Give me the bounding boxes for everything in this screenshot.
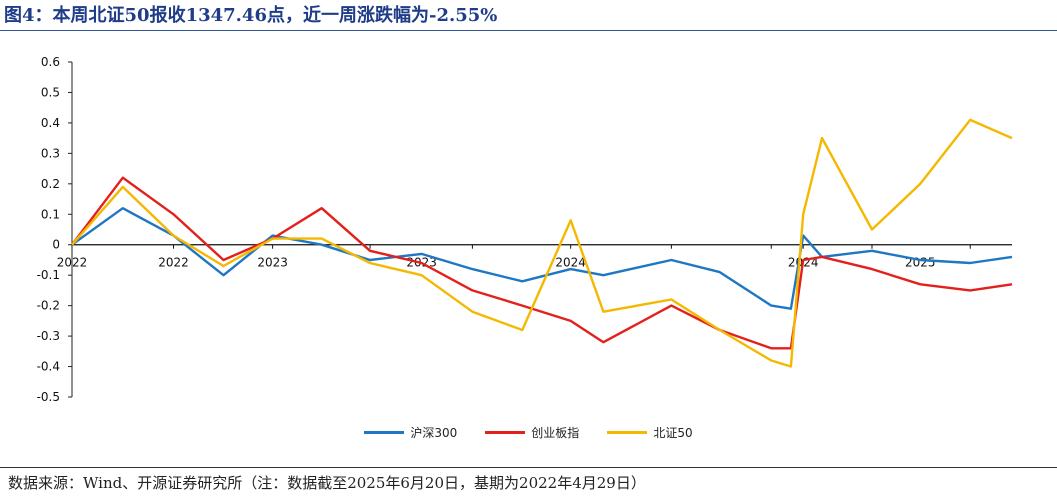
legend-label: 北证50 [653, 425, 693, 440]
y-axis: -0.5 -0.4 -0.3 -0.2 -0.1 0 0.1 0.2 0.3 0.4 0.5 0.6 [37, 55, 73, 404]
y-tick-label: 0.2 [41, 177, 60, 191]
series-line-2 [71, 118, 1013, 368]
y-tick-label: 0.3 [41, 146, 60, 160]
x-tick-label: 2023 [257, 256, 288, 270]
y-tick-label: -0.5 [37, 390, 60, 404]
y-tick-label: 0.5 [41, 85, 60, 99]
y-tick-label: -0.3 [37, 329, 60, 343]
x-tick-label: 2024 [555, 256, 586, 270]
title-divider [0, 30, 1057, 31]
y-tick-label: -0.4 [37, 360, 60, 374]
y-tick-label: 0 [52, 238, 60, 252]
chart-legend: 沪深300 创业板指 北证50 [0, 420, 1057, 444]
data-source-note: 数据来源：Wind、开源证券研究所（注：数据截至2025年6月20日，基期为20… [8, 474, 646, 492]
chart-title: 图4：本周北证50报收1347.46点，近一周涨跌幅为-2.55% [4, 5, 498, 26]
series-line-0 [71, 207, 1013, 310]
legend-item-1: 创业板指 [485, 424, 579, 441]
y-tick-label: 0.6 [41, 55, 60, 69]
legend-swatch [485, 430, 526, 434]
legend-label: 沪深300 [410, 425, 458, 440]
legend-item-2: 北证50 [607, 424, 693, 441]
legend-swatch [364, 430, 405, 434]
legend-label: 创业板指 [531, 425, 580, 440]
y-tick-label: 0.4 [41, 116, 60, 130]
source-divider [0, 467, 1057, 468]
x-tick-label: 2022 [158, 256, 189, 270]
legend-swatch [607, 430, 648, 434]
line-chart: -0.5-0.4-0.3-0.2-0.100.10.20.30.40.50.6 … [37, 55, 1013, 404]
x-tick-label: 2022 [57, 256, 88, 270]
y-tick-label: -0.2 [37, 299, 60, 313]
series-line-1 [71, 176, 1013, 350]
legend-item-0: 沪深300 [364, 424, 457, 441]
y-tick-label: -0.1 [37, 268, 60, 282]
y-tick-label: 0.1 [41, 207, 60, 221]
series-layer [71, 118, 1013, 368]
